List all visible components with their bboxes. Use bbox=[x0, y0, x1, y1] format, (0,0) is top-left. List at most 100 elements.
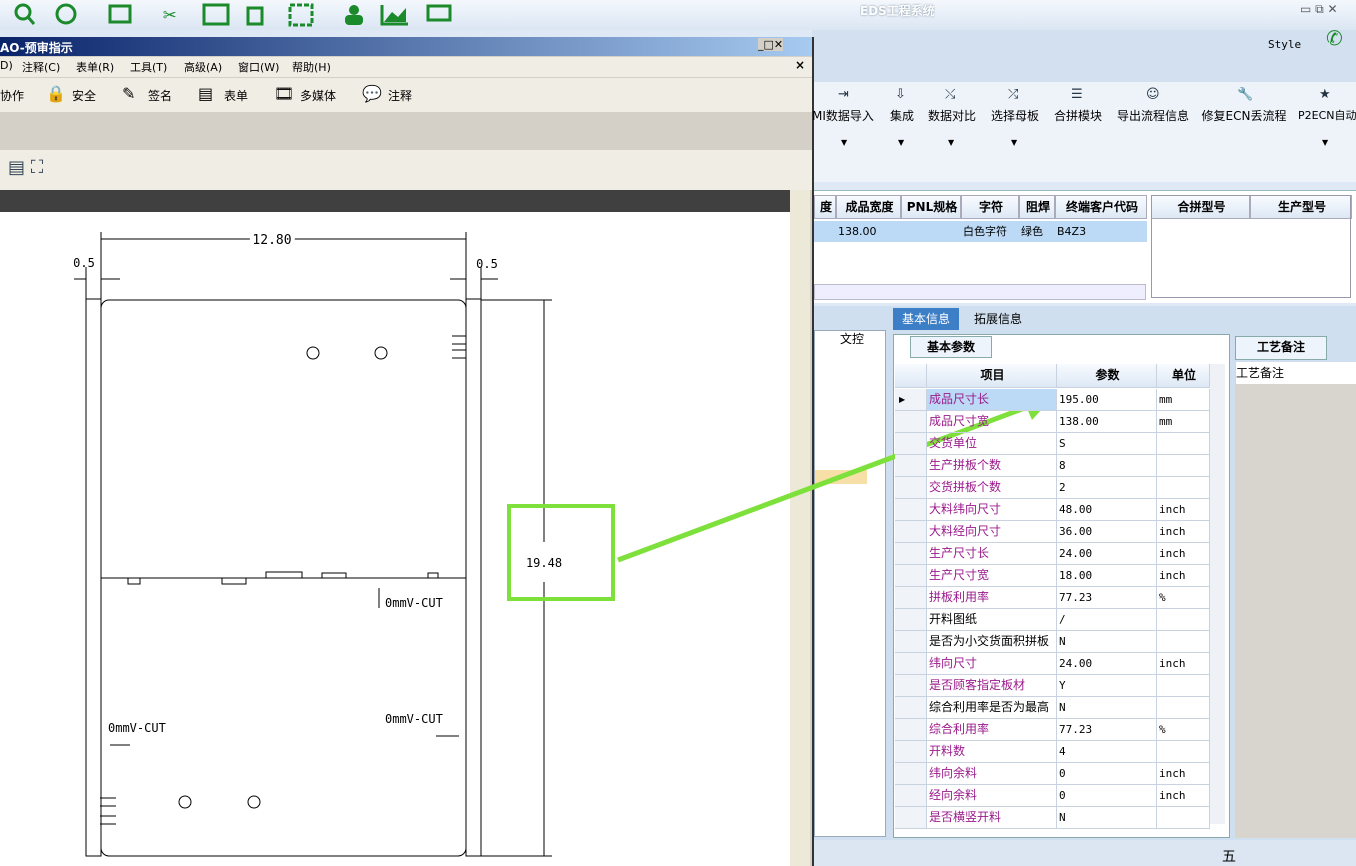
ribbon-icon: ⤯ bbox=[945, 87, 956, 102]
tool-icon: 💬 bbox=[362, 84, 382, 103]
menu-item[interactable]: 高级(A) bbox=[184, 61, 223, 74]
ribbon-button[interactable]: MI数据导入 bbox=[812, 109, 874, 123]
tool-button[interactable]: 多媒体 bbox=[300, 89, 337, 103]
params-scrollbar[interactable] bbox=[1210, 364, 1225, 824]
grid-header: 终端客户代码 bbox=[1055, 195, 1147, 219]
close-doc[interactable]: × bbox=[795, 58, 806, 72]
param-item: 经向余料 bbox=[927, 785, 1057, 807]
viewer-controls[interactable]: _□✕ bbox=[758, 38, 784, 51]
ribbon-button[interactable]: 选择母板 bbox=[990, 109, 1039, 123]
ribbon-icon: ⇥ bbox=[838, 87, 849, 102]
viewer-toolbar: 协作 🔒 安全 ✎ 签名 ▤ 表单 🎞 多媒体 💬 注释 bbox=[0, 78, 812, 112]
menu-item[interactable]: 窗口(W) bbox=[238, 61, 280, 74]
grid-cell: 绿色 bbox=[1019, 221, 1055, 242]
param-unit bbox=[1157, 697, 1210, 719]
ribbon-button[interactable]: 集成 bbox=[889, 109, 914, 123]
margin-label: 0.5 bbox=[73, 256, 95, 270]
param-value: 77.23 bbox=[1057, 719, 1157, 741]
row-indicator bbox=[895, 807, 927, 829]
ribbon-button[interactable]: P2ECN自动 bbox=[1298, 109, 1356, 122]
param-value: 36.00 bbox=[1057, 521, 1157, 543]
param-value: 195.00 bbox=[1057, 389, 1157, 411]
dropdown-arrow[interactable]: ▼ bbox=[948, 138, 955, 147]
grid-header: 成品宽度 bbox=[836, 195, 901, 219]
side-grid-border bbox=[1151, 195, 1351, 298]
column-header: 单位 bbox=[1157, 364, 1210, 388]
vcut-label: 0mmV-CUT bbox=[108, 721, 166, 735]
row-indicator bbox=[895, 741, 927, 763]
tool-button[interactable]: 表单 bbox=[224, 89, 249, 103]
phone-icon[interactable]: ✆ bbox=[1326, 26, 1343, 50]
row-indicator bbox=[895, 433, 927, 455]
width-label: 12.80 bbox=[252, 233, 291, 248]
ribbon-button[interactable]: 合拼模块 bbox=[1053, 109, 1102, 123]
param-item: 大料纬向尺寸 bbox=[927, 499, 1057, 521]
param-value: N bbox=[1057, 697, 1157, 719]
param-item: 纬向尺寸 bbox=[927, 653, 1057, 675]
dropdown-arrow[interactable]: ▼ bbox=[898, 138, 905, 147]
tool-button[interactable]: 签名 bbox=[148, 89, 173, 103]
style-label[interactable]: Style bbox=[1268, 38, 1302, 51]
status-bar bbox=[812, 840, 1356, 866]
dropdown-arrow[interactable]: ▼ bbox=[1011, 138, 1018, 147]
ribbon-icon: ★ bbox=[1319, 87, 1331, 102]
menu-item[interactable]: 注释(C) bbox=[22, 61, 61, 74]
menu-item[interactable]: D) bbox=[0, 59, 13, 72]
grid-cell: 138.00 bbox=[836, 221, 901, 242]
param-unit: % bbox=[1157, 587, 1210, 609]
row-indicator bbox=[895, 521, 927, 543]
svg-text:✂: ✂ bbox=[163, 3, 176, 28]
row-indicator bbox=[895, 675, 927, 697]
ribbon-button[interactable]: 修复ECN丢流程 bbox=[1201, 109, 1287, 123]
param-item: 是否顾客指定板材 bbox=[927, 675, 1057, 697]
dropdown-arrow[interactable]: ▼ bbox=[841, 138, 848, 147]
menu-item[interactable]: 帮助(H) bbox=[292, 61, 331, 74]
tool-button[interactable]: 注释 bbox=[388, 89, 413, 103]
row-indicator bbox=[895, 609, 927, 631]
row-indicator bbox=[895, 785, 927, 807]
sub-tab[interactable]: 基本参数 bbox=[910, 336, 992, 358]
param-item: 大料经向尺寸 bbox=[927, 521, 1057, 543]
param-item: 生产拼板个数 bbox=[927, 455, 1057, 477]
ime-indicator[interactable]: 五 bbox=[1222, 849, 1236, 865]
param-unit bbox=[1157, 609, 1210, 631]
param-unit: inch bbox=[1157, 543, 1210, 565]
param-item: 交货拼板个数 bbox=[927, 477, 1057, 499]
param-item: 生产尺寸宽 bbox=[927, 565, 1057, 587]
remark-label: 工艺备注 bbox=[1236, 362, 1356, 384]
param-unit: % bbox=[1157, 719, 1210, 741]
menu-item[interactable]: 工具(T) bbox=[130, 61, 168, 74]
param-value: 0 bbox=[1057, 763, 1157, 785]
param-value: 138.00 bbox=[1057, 411, 1157, 433]
viewer-scrollbar[interactable] bbox=[790, 190, 810, 866]
param-item: 拼板利用率 bbox=[927, 587, 1057, 609]
menu-item[interactable]: 表单(R) bbox=[76, 61, 115, 74]
dropdown-arrow[interactable]: ▼ bbox=[1322, 138, 1329, 147]
param-value: 24.00 bbox=[1057, 653, 1157, 675]
ribbon-icon: ⤮ bbox=[1008, 87, 1019, 102]
grid-header: 阻焊 bbox=[1019, 195, 1055, 219]
param-item: 综合利用率 bbox=[927, 719, 1057, 741]
grid-scrollbar[interactable] bbox=[814, 284, 1146, 300]
grid-cell bbox=[901, 221, 961, 242]
row-highlight bbox=[815, 470, 867, 484]
window-controls[interactable]: ▭ ⧉ ✕ bbox=[1300, 2, 1338, 16]
row-indicator bbox=[895, 719, 927, 741]
tool-button[interactable]: 协作 bbox=[0, 89, 25, 103]
tab[interactable]: 拓展信息 bbox=[973, 312, 1022, 326]
param-item: 是否横竖开料 bbox=[927, 807, 1057, 829]
viewer-titlebar bbox=[0, 37, 812, 56]
tool-icon: 🎞 bbox=[274, 84, 295, 103]
row-indicator bbox=[895, 411, 927, 433]
param-unit bbox=[1157, 455, 1210, 477]
tool-button[interactable]: 安全 bbox=[72, 89, 97, 103]
param-item: 交货单位 bbox=[927, 433, 1057, 455]
ribbon-button[interactable]: 数据对比 bbox=[927, 109, 976, 123]
grid-header: 度 bbox=[814, 195, 836, 219]
param-item: 生产尺寸长 bbox=[927, 543, 1057, 565]
param-value: 0 bbox=[1057, 785, 1157, 807]
ribbon-button[interactable]: 导出流程信息 bbox=[1116, 109, 1189, 123]
view-buttons[interactable]: ▤ ⛶ bbox=[8, 157, 44, 178]
tab[interactable]: 基本信息 bbox=[893, 308, 959, 330]
